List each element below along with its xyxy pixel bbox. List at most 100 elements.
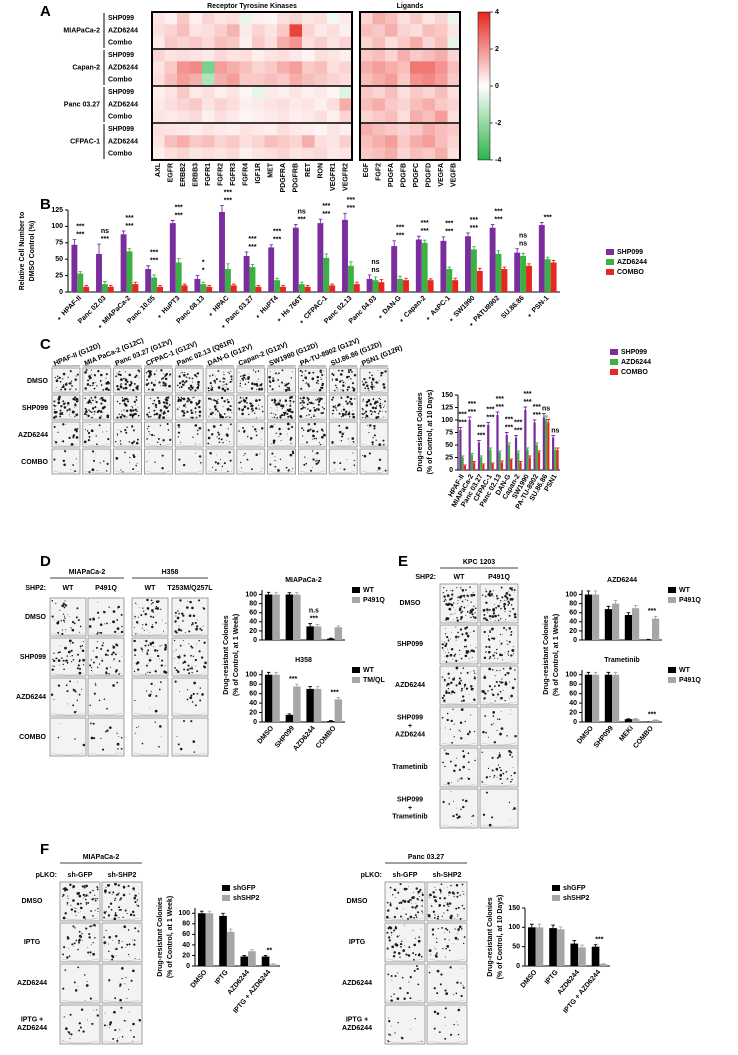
colony	[87, 415, 89, 417]
heatmap-cell	[190, 86, 203, 99]
bar	[489, 450, 491, 470]
colony	[133, 429, 135, 431]
colony	[268, 376, 271, 379]
colony	[71, 908, 73, 910]
colony	[260, 432, 261, 433]
colony	[460, 982, 462, 984]
colony	[509, 611, 510, 612]
colony	[138, 930, 140, 932]
colony	[402, 918, 403, 919]
colony	[198, 406, 200, 408]
bar	[314, 626, 321, 640]
colorbar-tick-label: 4	[495, 9, 499, 16]
colony	[258, 379, 259, 380]
colony	[122, 399, 124, 401]
colony	[300, 388, 302, 390]
colony	[383, 444, 385, 446]
colony	[452, 659, 453, 660]
heatmap-cell	[240, 135, 253, 148]
colony	[373, 428, 375, 430]
colony	[421, 956, 423, 958]
colony	[72, 621, 74, 623]
colony	[504, 608, 505, 609]
colony	[114, 900, 115, 901]
legend-label: COMBO	[617, 269, 644, 276]
bar	[108, 287, 114, 292]
colony	[94, 411, 96, 413]
colony	[472, 657, 473, 658]
colony	[162, 455, 164, 457]
colony	[485, 589, 486, 590]
heatmap-cell	[277, 74, 290, 87]
colony	[501, 643, 503, 645]
colony	[463, 667, 465, 669]
colony	[127, 398, 129, 400]
colony	[180, 645, 182, 647]
colony	[443, 650, 444, 651]
heatmap-cell	[177, 123, 190, 136]
colony	[69, 414, 70, 415]
bar	[268, 247, 274, 292]
colony	[75, 989, 78, 992]
colony	[314, 438, 315, 439]
heatmap-cell	[227, 74, 240, 87]
colony	[499, 774, 502, 777]
colony	[390, 887, 392, 889]
colony	[322, 406, 323, 407]
colony	[459, 681, 461, 683]
colony	[151, 599, 153, 601]
colony	[121, 411, 122, 412]
colony	[205, 642, 206, 643]
colony	[134, 700, 135, 701]
heatmap-cell	[373, 12, 386, 25]
colony	[71, 443, 74, 446]
panel-label: D	[40, 553, 51, 570]
colony	[108, 979, 110, 981]
heatmap-cell	[360, 49, 373, 62]
colony	[278, 469, 279, 470]
colony	[383, 386, 386, 389]
x-tick-label: COMBO	[315, 725, 338, 750]
colony	[429, 949, 432, 952]
colony	[300, 397, 302, 399]
colony	[272, 377, 274, 379]
heatmap-column-label: RET	[305, 162, 312, 177]
colony	[442, 717, 444, 719]
y-tick-label: 80	[249, 600, 257, 607]
colony	[340, 468, 341, 469]
bar	[529, 458, 531, 471]
y-tick-label: 40	[569, 700, 577, 707]
colony	[365, 381, 367, 383]
heatmap-cell	[315, 123, 328, 136]
colony	[190, 417, 192, 419]
colony	[514, 651, 515, 652]
colony	[495, 676, 496, 677]
bar	[471, 455, 473, 470]
colony	[56, 406, 57, 407]
legend-label: shGFP	[233, 885, 256, 892]
plate-well	[132, 678, 168, 716]
colony	[474, 673, 475, 674]
colony	[78, 619, 80, 621]
significance-label: ***	[175, 204, 183, 211]
heatmap-cell	[152, 74, 165, 87]
colony	[155, 380, 156, 381]
colony	[444, 656, 445, 657]
colony	[450, 614, 451, 615]
colony	[449, 950, 451, 952]
heatmap-column-label: EGF	[363, 162, 370, 177]
colony	[388, 936, 390, 938]
colony	[316, 438, 318, 440]
colony	[471, 823, 472, 824]
colony	[486, 608, 489, 611]
colony	[91, 374, 92, 375]
colony	[64, 607, 66, 609]
colony	[166, 402, 168, 404]
heatmap-cell	[360, 12, 373, 25]
colony	[145, 645, 147, 647]
colony	[289, 400, 291, 402]
heatmap-cell	[360, 37, 373, 50]
colony	[65, 424, 66, 425]
colony	[118, 892, 119, 893]
colony	[57, 378, 58, 379]
